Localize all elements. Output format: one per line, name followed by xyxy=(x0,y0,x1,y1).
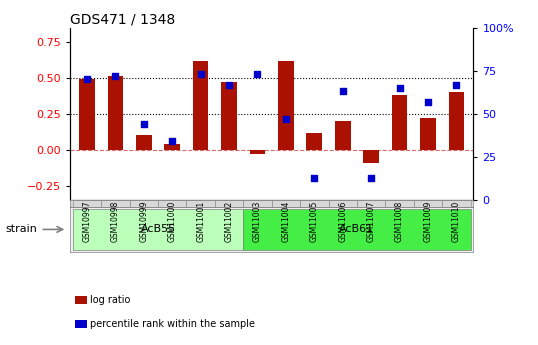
Text: GSM10997: GSM10997 xyxy=(82,200,91,242)
Point xyxy=(139,121,148,127)
Text: log ratio: log ratio xyxy=(90,295,131,305)
Point xyxy=(253,71,262,77)
Bar xyxy=(278,61,294,150)
FancyBboxPatch shape xyxy=(300,200,329,207)
FancyBboxPatch shape xyxy=(243,200,272,207)
Point xyxy=(367,175,376,180)
Point xyxy=(83,77,91,82)
Point xyxy=(423,99,432,105)
FancyBboxPatch shape xyxy=(329,200,357,207)
Text: GSM11009: GSM11009 xyxy=(423,200,433,242)
Point xyxy=(168,139,176,144)
Text: GSM11000: GSM11000 xyxy=(168,200,177,242)
Bar xyxy=(335,121,351,150)
Text: GSM11008: GSM11008 xyxy=(395,200,404,242)
Bar xyxy=(221,82,237,150)
Text: GSM11004: GSM11004 xyxy=(281,200,291,242)
Text: percentile rank within the sample: percentile rank within the sample xyxy=(90,319,256,329)
Text: GSM11006: GSM11006 xyxy=(338,200,347,242)
Bar xyxy=(75,296,87,304)
Bar xyxy=(307,132,322,150)
FancyBboxPatch shape xyxy=(73,200,101,207)
Text: GSM10999: GSM10999 xyxy=(139,200,148,242)
FancyBboxPatch shape xyxy=(243,209,471,250)
Text: AcB55: AcB55 xyxy=(140,225,175,234)
Text: GSM11007: GSM11007 xyxy=(366,200,376,242)
Bar xyxy=(193,61,208,150)
Bar xyxy=(392,95,407,150)
FancyBboxPatch shape xyxy=(272,200,300,207)
Text: GSM11005: GSM11005 xyxy=(310,200,319,242)
Text: GSM11003: GSM11003 xyxy=(253,200,262,242)
FancyBboxPatch shape xyxy=(414,200,442,207)
Point xyxy=(395,85,404,91)
Text: AcB61: AcB61 xyxy=(339,225,374,234)
Bar xyxy=(136,135,152,150)
Bar xyxy=(165,144,180,150)
Text: GSM11010: GSM11010 xyxy=(452,200,461,242)
FancyBboxPatch shape xyxy=(357,200,385,207)
FancyBboxPatch shape xyxy=(385,200,414,207)
Bar xyxy=(75,320,87,328)
Text: GSM11002: GSM11002 xyxy=(224,200,233,242)
Point xyxy=(310,175,318,180)
FancyBboxPatch shape xyxy=(73,209,243,250)
Bar xyxy=(449,92,464,150)
Point xyxy=(196,71,205,77)
Point xyxy=(111,73,120,79)
Point xyxy=(452,82,461,87)
Text: GSM11001: GSM11001 xyxy=(196,200,205,242)
Bar xyxy=(108,77,123,150)
FancyBboxPatch shape xyxy=(215,200,243,207)
Bar xyxy=(250,150,265,154)
FancyBboxPatch shape xyxy=(101,200,130,207)
FancyBboxPatch shape xyxy=(130,200,158,207)
Point xyxy=(338,89,347,94)
FancyBboxPatch shape xyxy=(187,200,215,207)
Point xyxy=(225,82,233,87)
Point xyxy=(281,116,290,122)
Bar xyxy=(363,150,379,163)
Text: GSM10998: GSM10998 xyxy=(111,200,120,242)
FancyBboxPatch shape xyxy=(442,200,471,207)
Bar xyxy=(420,118,436,150)
Bar xyxy=(79,79,95,150)
Text: strain: strain xyxy=(5,225,37,234)
Text: GDS471 / 1348: GDS471 / 1348 xyxy=(70,12,175,27)
FancyBboxPatch shape xyxy=(158,200,187,207)
